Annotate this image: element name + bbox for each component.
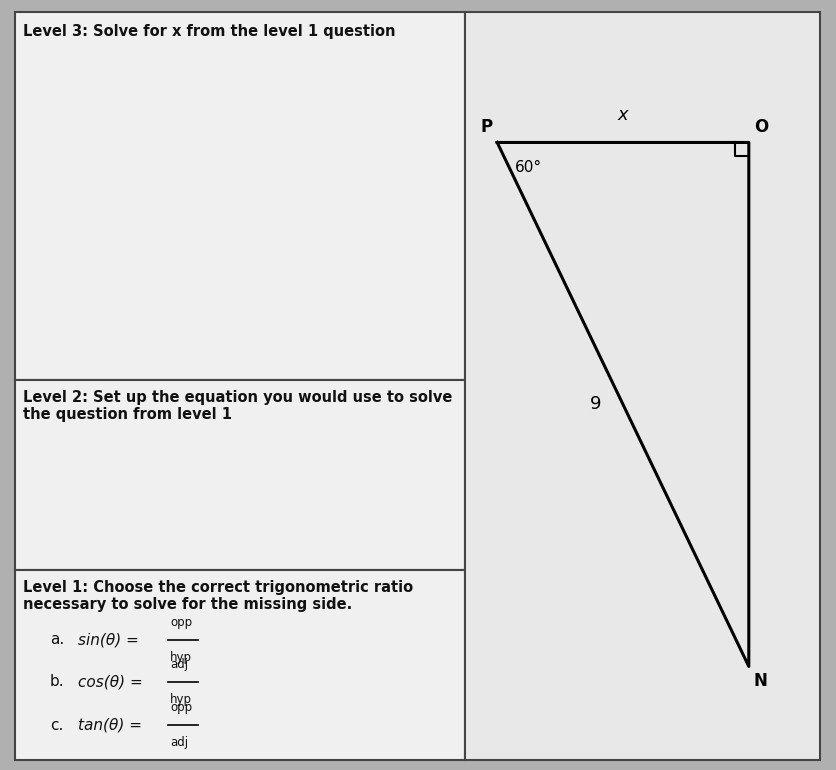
Text: b.: b. <box>50 675 64 689</box>
Text: cos(θ) =: cos(θ) = <box>78 675 143 689</box>
Bar <box>15 570 465 760</box>
Text: hyp: hyp <box>170 651 192 664</box>
Text: opp: opp <box>170 616 192 629</box>
Text: Level 1: Choose the correct trigonometric ratio
necessary to solve for the missi: Level 1: Choose the correct trigonometri… <box>23 580 413 612</box>
Text: Level 3: Solve for x from the level 1 question: Level 3: Solve for x from the level 1 qu… <box>23 24 395 39</box>
Text: c.: c. <box>50 718 64 732</box>
Text: opp: opp <box>170 701 192 714</box>
Text: tan(θ) =: tan(θ) = <box>78 718 142 732</box>
Text: adj: adj <box>170 736 188 749</box>
Text: N: N <box>754 672 767 691</box>
Bar <box>465 12 820 760</box>
Bar <box>15 380 465 570</box>
Text: x: x <box>618 106 629 125</box>
Text: Level 2: Set up the equation you would use to solve
the question from level 1: Level 2: Set up the equation you would u… <box>23 390 452 423</box>
Text: O: O <box>754 119 768 136</box>
Text: a.: a. <box>50 632 64 648</box>
Bar <box>15 12 465 380</box>
Text: hyp: hyp <box>170 693 192 706</box>
Text: 60°: 60° <box>515 160 543 176</box>
Text: 9: 9 <box>589 396 601 413</box>
Text: adj: adj <box>170 658 188 671</box>
Text: P: P <box>480 119 492 136</box>
Text: sin(θ) =: sin(θ) = <box>78 632 139 648</box>
